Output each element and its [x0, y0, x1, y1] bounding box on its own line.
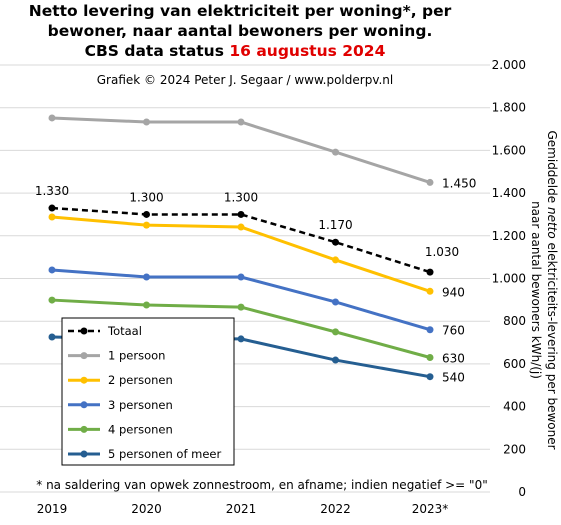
chart-title-line: bewoner, naar aantal bewoners per woning…	[48, 22, 433, 40]
point	[143, 301, 150, 309]
legend-label: 3 personen	[108, 398, 173, 412]
data-label: 760	[442, 324, 465, 338]
point	[426, 353, 434, 361]
x-tick-label: 2020	[131, 502, 162, 516]
legend-label: 1 persoon	[108, 349, 165, 363]
y-tick-label: 200	[503, 442, 526, 456]
point	[332, 298, 339, 306]
point	[426, 373, 434, 381]
point	[48, 213, 56, 221]
y-axis-title: Gemiddelde netto elektriciteits-levering…	[529, 130, 559, 449]
legend-marker	[80, 352, 88, 360]
y-tick-label: 1.800	[492, 101, 526, 115]
x-tick-label: 2023*	[412, 502, 449, 516]
series-line	[51, 206, 431, 274]
legend-marker	[80, 425, 88, 433]
y-title-part: elektriciteits-levering per bewoner	[545, 239, 559, 450]
point	[332, 256, 339, 264]
y-tick-label: 800	[503, 314, 526, 328]
x-tick-label: 2022	[320, 502, 351, 516]
data-label: 1.300	[224, 190, 258, 204]
data-label: 540	[442, 371, 465, 385]
y-tick-label: 1.600	[492, 143, 526, 157]
point	[332, 148, 339, 156]
chart-title-status: CBS data status 16 augustus 2024	[85, 42, 386, 60]
point	[426, 326, 434, 334]
point	[48, 333, 56, 341]
legend-marker	[80, 450, 88, 458]
legend-box	[61, 317, 235, 466]
point	[143, 210, 150, 218]
y-tick-label: 1.200	[492, 229, 526, 243]
legend-label: 5 personen of meer	[108, 447, 222, 461]
point	[143, 221, 150, 229]
data-label: 1.330	[35, 184, 69, 198]
y-tick-label: 400	[503, 400, 526, 414]
y-tick-label: 0	[518, 485, 526, 499]
x-tick-label: 2019	[37, 502, 68, 516]
legend-marker	[80, 376, 88, 384]
point	[48, 114, 56, 122]
y-tick-label: 2.000	[492, 58, 526, 72]
footnote: * na saldering van opwek zonnestroom, en…	[36, 478, 487, 492]
legend-label: Totaal	[107, 324, 142, 338]
y-axis-title-line: Gemiddelde netto elektriciteits-levering…	[545, 130, 559, 449]
point	[143, 273, 150, 281]
title-status: CBS data status	[85, 42, 224, 60]
legend-label: 4 personen	[108, 422, 173, 436]
y-tick-label: 1.000	[492, 272, 526, 286]
legend-label: 2 personen	[108, 373, 173, 387]
data-label: 1.450	[442, 176, 476, 190]
legend-marker	[80, 401, 88, 409]
point	[237, 303, 245, 311]
y-tick-label: 600	[503, 357, 526, 371]
point	[332, 356, 339, 364]
point	[426, 268, 434, 276]
y-title-italic: netto	[545, 207, 559, 239]
x-tick-label: 2021	[226, 502, 257, 516]
data-label: 1.300	[129, 190, 163, 204]
point	[426, 178, 434, 186]
point	[237, 118, 245, 126]
plot: 0 200 400 600 800 1.000 1.200 1.400 1.600 1.800 2.…	[0, 58, 526, 516]
data-label: 1.170	[318, 218, 352, 232]
data-label: 940	[442, 285, 465, 299]
point	[143, 118, 150, 126]
point	[237, 335, 245, 343]
point	[48, 266, 56, 274]
point	[237, 273, 245, 281]
point	[332, 238, 339, 246]
point	[237, 210, 245, 218]
point	[48, 204, 56, 212]
data-label: 630	[442, 351, 465, 365]
point	[48, 296, 56, 304]
data-label: 1.030	[425, 245, 459, 259]
title-date: 16 augustus 2024	[229, 42, 385, 60]
legend-marker	[80, 327, 88, 335]
y-tick-label: 1.400	[492, 186, 526, 200]
point	[426, 287, 434, 295]
chart-title-line: Netto levering van elektriciteit per won…	[29, 2, 452, 20]
point	[237, 223, 245, 231]
subtitle: Grafiek © 2024 Peter J. Segaar / www.pol…	[97, 73, 394, 87]
point	[332, 328, 339, 336]
y-title-part: Gemiddelde	[545, 130, 559, 206]
y-axis-title-line: naar aantal bewoners kWh/(j)	[529, 201, 543, 379]
